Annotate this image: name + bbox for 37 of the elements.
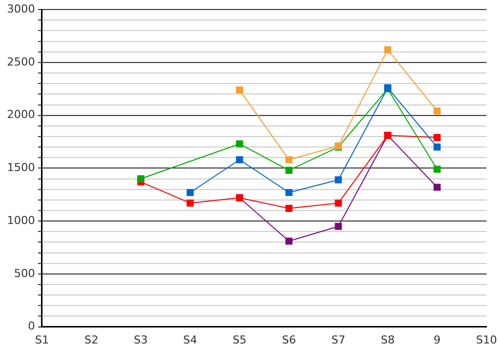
- x-tick-label: S6: [282, 333, 296, 346]
- point: [334, 176, 342, 184]
- x-tick-label: S8: [380, 333, 395, 346]
- point: [285, 166, 292, 174]
- point: [434, 184, 441, 191]
- point: [434, 144, 441, 151]
- point: [285, 238, 292, 245]
- y-tick-label: 500: [14, 266, 35, 280]
- x-tick-label: S4: [183, 333, 198, 346]
- point: [334, 222, 342, 230]
- y-tick-label: 3000: [6, 2, 35, 16]
- x-tick-label: 9: [434, 333, 441, 346]
- point: [137, 175, 144, 182]
- y-tick-label: 2500: [6, 55, 35, 68]
- point: [384, 46, 392, 54]
- y-tick-label: 0: [28, 320, 35, 333]
- x-tick-label: S2: [84, 333, 98, 346]
- point: [434, 108, 441, 115]
- point: [236, 156, 244, 164]
- point: [285, 188, 292, 196]
- x-tick-label: S1: [35, 333, 49, 346]
- point: [285, 156, 292, 164]
- x-tick-label: S7: [331, 333, 346, 346]
- x-tick-label: S5: [232, 333, 247, 346]
- point: [236, 86, 244, 94]
- x-tick-label: S10: [476, 333, 497, 346]
- point: [186, 188, 194, 196]
- y-tick-label: 1500: [6, 161, 35, 174]
- point: [285, 204, 292, 212]
- point: [434, 134, 441, 142]
- point: [334, 200, 342, 207]
- y-tick-label: 1000: [6, 214, 35, 227]
- point: [236, 140, 244, 148]
- point: [434, 166, 441, 173]
- point: [186, 200, 194, 207]
- y-tick-label: 2000: [6, 108, 35, 122]
- x-tick-label: S3: [134, 333, 148, 346]
